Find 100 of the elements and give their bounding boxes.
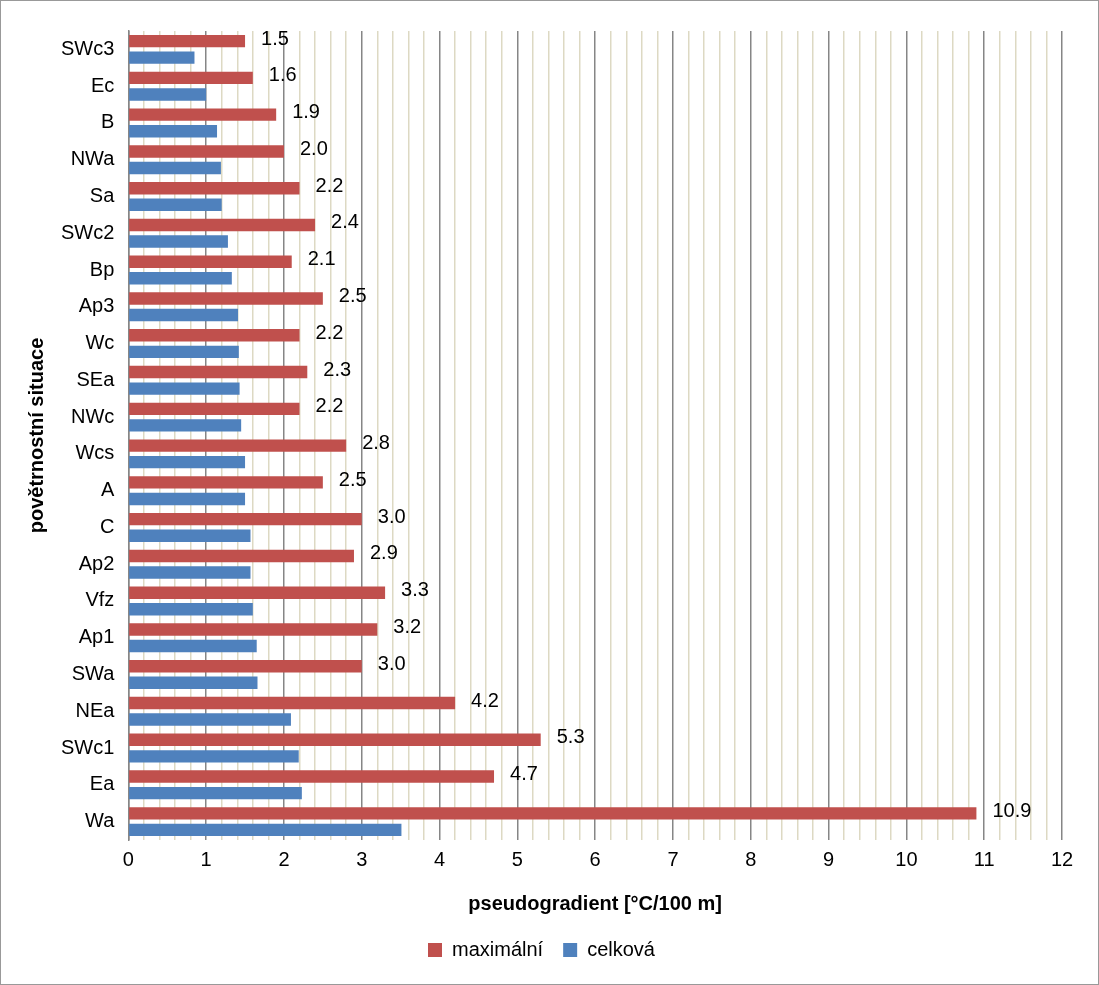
data-label: 10.9 bbox=[992, 798, 1032, 821]
x-tick-label: 10 bbox=[895, 847, 918, 870]
y-tick-label: Wc bbox=[85, 331, 115, 354]
bar bbox=[129, 639, 257, 653]
bar bbox=[129, 713, 291, 726]
bar bbox=[129, 34, 246, 48]
bar bbox=[129, 492, 246, 506]
y-tick-label: Ea bbox=[89, 772, 116, 795]
bar bbox=[129, 108, 277, 121]
bar bbox=[129, 770, 495, 783]
bar bbox=[129, 603, 253, 616]
x-axis-title: pseudogradient [°C/100 m] bbox=[468, 891, 722, 914]
y-tick-label: Wa bbox=[85, 809, 116, 832]
data-label: 3.0 bbox=[377, 651, 406, 674]
bar bbox=[129, 623, 378, 636]
data-label: 2.2 bbox=[315, 173, 344, 196]
x-tick-label: 0 bbox=[122, 847, 134, 870]
x-tick-label: 8 bbox=[745, 847, 757, 870]
y-tick-label: B bbox=[101, 110, 115, 133]
y-tick-label: SWa bbox=[71, 662, 116, 685]
bar bbox=[129, 586, 386, 599]
y-tick-label: SWc1 bbox=[61, 735, 115, 758]
y-tick-label: SWc3 bbox=[61, 36, 115, 59]
data-label: 2.1 bbox=[307, 247, 336, 270]
y-tick-label: Ap2 bbox=[78, 551, 115, 574]
y-tick-label: NWc bbox=[71, 404, 115, 427]
bar bbox=[129, 255, 292, 268]
y-axis-title: povětrnostní situace bbox=[24, 337, 47, 534]
y-tick-label: Sa bbox=[89, 183, 116, 206]
bar bbox=[129, 345, 239, 359]
data-label: 1.6 bbox=[268, 63, 297, 86]
bar bbox=[129, 419, 242, 432]
x-tick-label: 2 bbox=[278, 847, 290, 870]
data-label: 4.2 bbox=[471, 688, 499, 711]
data-label: 2.3 bbox=[323, 357, 352, 380]
y-tick-label: Bp bbox=[89, 257, 115, 280]
y-tick-label: SEa bbox=[76, 367, 116, 390]
y-tick-label: NWa bbox=[70, 147, 116, 170]
data-label: 2.5 bbox=[338, 467, 367, 490]
bar bbox=[129, 660, 362, 673]
y-tick-label: Wcs bbox=[75, 441, 115, 464]
y-tick-label: NEa bbox=[75, 698, 116, 721]
bar bbox=[129, 182, 300, 195]
y-tick-label: Vfz bbox=[85, 588, 115, 611]
bar bbox=[129, 292, 323, 305]
bar bbox=[129, 218, 316, 232]
bar bbox=[129, 382, 240, 395]
x-tick-label: 7 bbox=[667, 847, 679, 870]
bar bbox=[129, 455, 246, 469]
x-tick-label: 11 bbox=[973, 847, 995, 870]
y-tick-label: Ap3 bbox=[78, 294, 115, 317]
bar bbox=[129, 308, 239, 322]
y-tick-label: Ec bbox=[91, 73, 115, 96]
bar bbox=[129, 733, 541, 746]
data-label: 2.4 bbox=[331, 210, 359, 233]
bar bbox=[129, 676, 258, 689]
data-label: 2.2 bbox=[315, 394, 344, 417]
bar bbox=[129, 198, 222, 211]
bar bbox=[129, 71, 253, 85]
data-label: 3.3 bbox=[401, 578, 429, 601]
x-tick-label: 1 bbox=[200, 847, 212, 870]
x-tick-label: 6 bbox=[589, 847, 601, 870]
x-tick-label: 9 bbox=[823, 847, 835, 870]
data-label: 2.5 bbox=[338, 284, 367, 307]
y-tick-label: SWc2 bbox=[61, 220, 115, 243]
data-label: 2.0 bbox=[299, 136, 328, 159]
x-tick-label: 3 bbox=[356, 847, 368, 870]
bar bbox=[129, 161, 221, 175]
data-label: 5.3 bbox=[556, 725, 585, 748]
data-label: 1.5 bbox=[261, 26, 289, 49]
x-tick-label: 12 bbox=[1050, 847, 1074, 870]
y-tick-label: Ap1 bbox=[78, 625, 115, 648]
bar bbox=[129, 566, 251, 579]
bar bbox=[129, 145, 284, 158]
bar bbox=[129, 402, 300, 416]
bar bbox=[129, 439, 347, 452]
bar bbox=[129, 529, 251, 542]
bar bbox=[129, 51, 195, 64]
bar bbox=[129, 823, 402, 837]
bar bbox=[129, 272, 232, 285]
y-tick-label: C bbox=[99, 514, 115, 537]
data-label: 2.2 bbox=[315, 320, 344, 343]
data-label: 4.7 bbox=[510, 762, 538, 785]
x-tick-label: 4 bbox=[434, 847, 446, 870]
bar bbox=[129, 512, 362, 526]
bar bbox=[129, 750, 299, 763]
bar bbox=[129, 329, 300, 342]
legend-label: celková bbox=[587, 937, 656, 960]
data-label: 2.8 bbox=[362, 431, 391, 454]
data-label: 3.0 bbox=[377, 504, 406, 527]
x-tick-label: 5 bbox=[511, 847, 523, 870]
bar bbox=[129, 235, 228, 248]
bar bbox=[129, 786, 302, 800]
bar bbox=[129, 476, 323, 489]
bar bbox=[129, 88, 207, 101]
legend-label: maximální bbox=[452, 937, 544, 960]
bar bbox=[129, 365, 308, 379]
data-label: 2.9 bbox=[369, 541, 398, 564]
bar bbox=[129, 125, 218, 138]
bar bbox=[129, 549, 354, 563]
